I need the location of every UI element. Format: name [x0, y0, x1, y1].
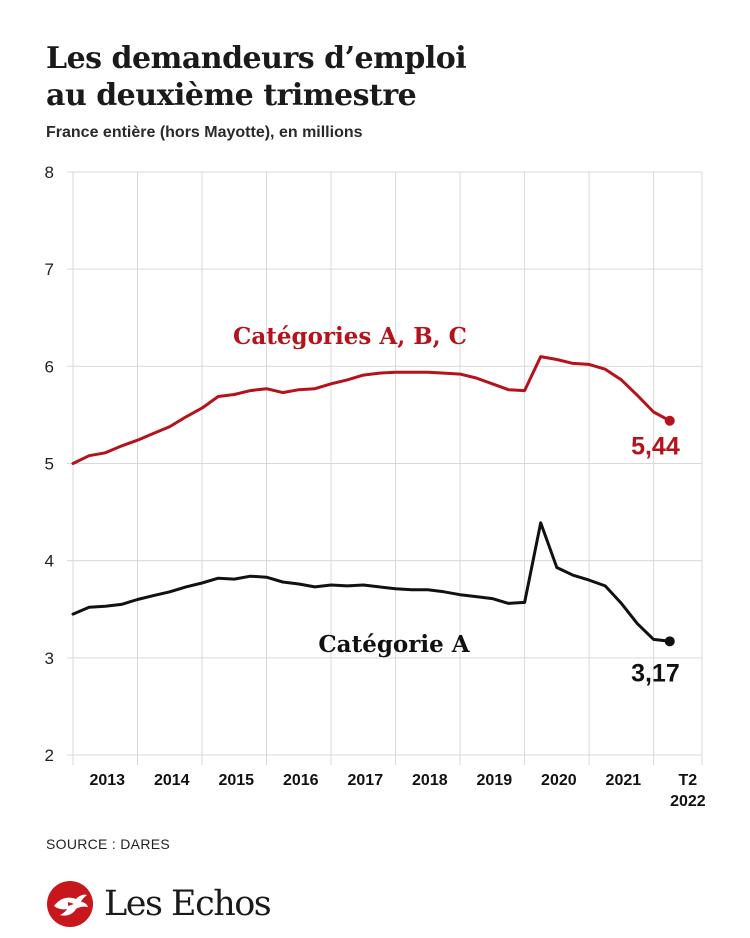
- y-tick-label: 6: [45, 357, 54, 376]
- series-line-1: [71, 521, 672, 643]
- y-tick-label: 8: [45, 163, 54, 182]
- series-end-point-0: [664, 415, 675, 426]
- y-tick-label: 7: [45, 260, 54, 279]
- chart-title: Les demandeurs d’emploi au deuxième trim…: [46, 40, 706, 114]
- x-tick-label: 2013: [89, 772, 125, 789]
- series-end-point-1: [664, 636, 675, 647]
- series-name-label-1: Catégorie A: [318, 631, 470, 658]
- les-echos-emblem-icon: [47, 881, 93, 927]
- logo-wordmark: Les Echos: [104, 884, 272, 924]
- x-tick-label: 2015: [218, 772, 254, 789]
- x-tick-label: 2018: [412, 772, 448, 789]
- line-chart: 2 3 4 5 6 7 8 2013 2014 2015 2016 2017 2018 2019 2020 2…: [45, 163, 706, 810]
- title-line-2: au deuxième trimestre: [46, 78, 417, 113]
- x-tick-label: 2020: [541, 772, 577, 789]
- x-tick-label: 2014: [154, 772, 190, 789]
- y-tick-label: 3: [45, 649, 54, 668]
- series-name-label-0: Catégories A, B, C: [233, 323, 467, 350]
- x-tick-label: 2017: [348, 772, 384, 789]
- x-tick-label: 2021: [606, 772, 642, 789]
- chart-subtitle: France entière (hors Mayotte), en millio…: [46, 124, 363, 141]
- x-tick-label: 2016: [283, 772, 319, 789]
- les-echos-logo: Les Echos: [46, 880, 286, 928]
- x-tick-label: 2019: [477, 772, 513, 789]
- series-end-label-0: 5,44: [631, 433, 680, 461]
- y-tick-label: 5: [45, 455, 54, 474]
- x-tick-label: T2 2022: [670, 772, 706, 810]
- y-tick-label: 4: [45, 552, 54, 571]
- series-end-label-1: 3,17: [631, 659, 680, 687]
- y-tick-label: 2: [45, 746, 54, 765]
- title-line-1: Les demandeurs d’emploi: [46, 41, 467, 76]
- series-line-0: [71, 355, 672, 465]
- source-note: SOURCE : DARES: [46, 836, 170, 852]
